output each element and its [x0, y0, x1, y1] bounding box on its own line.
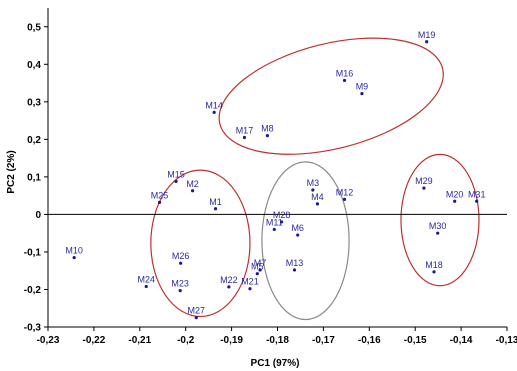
x-tick-label: -0,15	[404, 335, 427, 346]
point-label: M4	[311, 192, 324, 202]
scatter-point	[190, 189, 195, 193]
scatter-point	[315, 202, 320, 206]
scatter-point	[292, 268, 297, 272]
x-tick-label: -0,21	[128, 335, 151, 346]
point-label: M6	[291, 223, 304, 233]
y-tick-label: 0,2	[27, 135, 41, 146]
point-label: M18	[425, 260, 443, 270]
group-ellipse	[400, 153, 480, 287]
scatter-point	[213, 207, 218, 211]
scatter-point	[342, 197, 347, 201]
x-tick-label: -0,19	[220, 335, 243, 346]
point-label: M8	[261, 124, 274, 134]
point-label: M19	[418, 30, 436, 40]
point-label: M7	[254, 258, 267, 268]
point-label: M24	[137, 274, 155, 284]
point-label: M11	[266, 217, 283, 227]
scatter-point	[144, 284, 148, 289]
scatter-point	[453, 199, 457, 203]
y-tick-label: 0,1	[27, 172, 41, 183]
scatter-point	[157, 200, 162, 205]
scatter-point	[72, 255, 76, 260]
y-axis-title: PC2 (2%)	[6, 150, 17, 193]
point-label: M3	[307, 178, 320, 188]
scatter-point	[360, 91, 364, 96]
point-label: M22	[220, 275, 238, 285]
point-label: M14	[205, 100, 223, 110]
point-label: M5	[251, 262, 264, 272]
group-ellipse	[218, 37, 444, 155]
point-label: M28	[273, 210, 291, 220]
y-tick-label: -0,2	[24, 285, 42, 296]
point-label: M25	[151, 190, 169, 200]
scatter-point	[174, 179, 178, 183]
scatter-point	[248, 287, 252, 291]
point-label: M21	[241, 277, 259, 287]
axes: -0,23 -0,22 -0,21 -0,2 -0,19 -0,18 -0,17 -0,16 -…	[24, 8, 517, 346]
scatter-point	[179, 261, 183, 265]
scatter-point	[194, 316, 198, 320]
scatter-point	[422, 186, 426, 190]
y-tick-label: 0	[35, 210, 41, 221]
scatter-point	[425, 40, 429, 44]
point-label: M15	[167, 169, 185, 179]
x-tick-label: -0,18	[266, 335, 289, 346]
point-label: M2	[186, 179, 199, 189]
group-ellipse	[261, 161, 350, 321]
scatter-point	[436, 231, 440, 235]
x-axis-title: PC1 (97%)	[251, 358, 300, 369]
x-tick-label: -0,23	[37, 335, 60, 346]
y-tick-label: -0,1	[24, 247, 42, 258]
scatter-point	[242, 135, 247, 140]
scatter-point	[280, 220, 284, 224]
y-tick-label: 0,4	[27, 60, 41, 71]
point-label: M20	[446, 189, 464, 199]
point-label: M31	[468, 189, 486, 199]
x-tick-label: -0,13	[496, 335, 517, 346]
point-label: M23	[171, 279, 189, 289]
scatter-point	[475, 199, 479, 203]
point-label: M27	[187, 306, 205, 316]
x-tick-label: -0,14	[450, 335, 473, 346]
point-label: M29	[415, 176, 433, 186]
scatter-point	[258, 268, 262, 272]
point-label: M16	[336, 68, 354, 78]
x-tick-label: -0,2	[177, 335, 195, 346]
group-ellipse	[150, 169, 251, 318]
point-label: M12	[336, 187, 354, 197]
scatter-point	[178, 288, 182, 293]
x-tick-label: -0,16	[358, 335, 381, 346]
scatter-point	[432, 270, 436, 274]
point-label: M30	[429, 221, 447, 231]
scatter-point	[212, 110, 216, 114]
y-tick-label: -0,3	[24, 323, 42, 334]
point-label: M13	[286, 258, 304, 268]
point-label: M10	[65, 246, 83, 256]
scatter-point	[255, 272, 259, 276]
point-label: M26	[172, 251, 190, 261]
point-label: M9	[356, 82, 369, 92]
scatter-point	[311, 188, 315, 192]
scatter-point	[296, 233, 300, 237]
point-label: M17	[236, 125, 254, 135]
group-ellipses	[150, 37, 480, 321]
y-tick-label: 0,5	[27, 22, 41, 33]
y-tick-label: 0,3	[27, 97, 41, 108]
data-points: M1 M2 M3 M4 M5 M6 M7 M8 M9 M10 M11 M12 M13 M14 M15 M16 M…	[65, 30, 486, 320]
x-tick-label: -0,22	[83, 335, 106, 346]
scatter-point	[272, 227, 276, 232]
point-label: M1	[209, 197, 222, 207]
scatter-point	[265, 134, 270, 138]
scatter-point	[342, 78, 347, 83]
x-tick-label: -0,17	[312, 335, 335, 346]
scatter-point	[227, 285, 231, 289]
